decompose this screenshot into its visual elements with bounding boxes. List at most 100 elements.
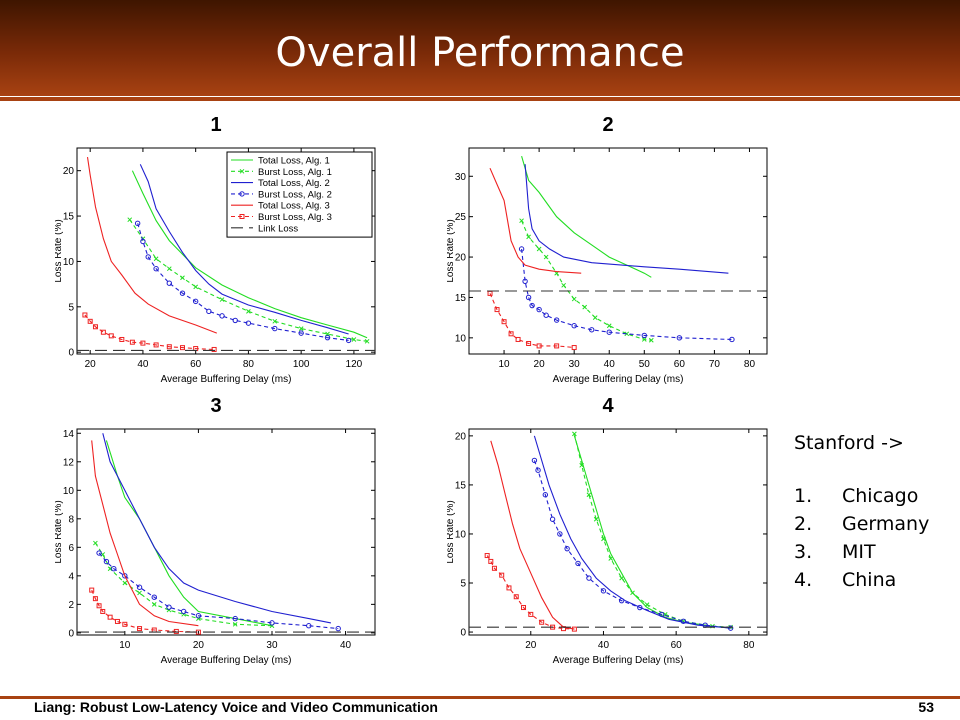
data-point [108, 333, 114, 339]
data-point [630, 590, 635, 596]
list-number: 3. [794, 541, 813, 563]
data-point [506, 585, 512, 591]
chart-svg: 10 20 30 40 50 60 70 80 10 15 20 25 30 Average Buffer… [447, 147, 768, 385]
data-point [245, 320, 252, 326]
legend-marker [239, 191, 245, 197]
data-point [648, 337, 654, 343]
data-point [571, 626, 577, 632]
data-point [521, 605, 527, 611]
data-point [195, 613, 202, 619]
data-point [575, 560, 581, 567]
data-point [494, 307, 500, 313]
data-point [96, 550, 102, 556]
chart-china: 20 40 60 80 0 5 10 15 20 Average Buffering Delay … [447, 423, 775, 669]
y-tick-label: 8 [68, 514, 74, 525]
chart-svg: 20 40 60 80 100 120 0 5 10 15 20 Average Buffering … [55, 147, 376, 385]
y-axis-label: Loss Rate (%) [55, 500, 64, 563]
x-tick-label: 80 [243, 359, 255, 370]
data-point [549, 516, 556, 522]
series-line [521, 155, 652, 278]
data-point [658, 611, 665, 618]
data-point [96, 603, 102, 609]
series-line [102, 433, 332, 624]
panel-number-1: 1 [210, 114, 222, 136]
y-tick-label: 10 [63, 257, 75, 268]
data-point [179, 345, 185, 351]
data-point [522, 278, 528, 284]
data-point [529, 302, 535, 309]
data-point [92, 596, 98, 602]
data-point [619, 575, 624, 581]
data-point [153, 256, 159, 262]
data-point [608, 556, 614, 561]
data-point [727, 625, 734, 631]
data-point [536, 306, 542, 313]
x-tick-label: 70 [709, 359, 721, 370]
y-tick-label: 10 [455, 529, 467, 540]
series-line [489, 167, 582, 274]
legend-label: Burst Loss, Alg. 2 [258, 189, 332, 200]
data-point [525, 294, 532, 301]
data-point [641, 337, 647, 342]
data-point [272, 325, 278, 332]
data-point [586, 575, 592, 581]
data-point [644, 602, 650, 607]
data-point [542, 492, 549, 498]
title-bar [0, 0, 960, 96]
y-tick-label: 10 [63, 486, 75, 497]
x-tick-label: 80 [744, 359, 756, 370]
legend-marker [239, 168, 245, 174]
chart-germany: 10 20 30 40 50 60 70 80 10 15 20 25 30 Average Buffer… [447, 142, 775, 388]
data-point [140, 340, 146, 346]
series-line [137, 223, 349, 341]
data-point [535, 467, 541, 473]
data-point [153, 342, 159, 348]
data-point [166, 604, 172, 610]
data-point [89, 587, 95, 593]
data-point [179, 290, 186, 296]
data-point [572, 431, 577, 437]
series-line [533, 460, 731, 629]
data-point [526, 340, 532, 346]
y-tick-label: 15 [455, 293, 467, 304]
data-point [601, 536, 606, 542]
data-point [151, 594, 157, 600]
data-point [624, 331, 630, 337]
data-point [560, 626, 566, 632]
x-tick-label: 40 [137, 359, 149, 370]
data-point [561, 282, 567, 288]
data-point [571, 296, 577, 302]
data-point [166, 280, 173, 286]
data-point [140, 238, 146, 245]
x-tick-label: 60 [190, 359, 202, 370]
data-point [134, 220, 141, 227]
series-line [524, 164, 729, 274]
data-point [515, 336, 521, 342]
data-point [543, 312, 549, 318]
series-line [84, 314, 215, 351]
list-item: 4. China [794, 566, 929, 594]
title-divider [0, 97, 960, 101]
plot-frame [468, 147, 768, 355]
panel-number-4: 4 [602, 395, 614, 417]
data-point [151, 601, 157, 607]
data-point [593, 516, 599, 522]
data-point [729, 336, 735, 343]
y-tick-label: 14 [63, 429, 75, 440]
x-axis-label: Average Buffering Delay (ms) [553, 655, 684, 666]
data-point [536, 246, 542, 252]
data-point [92, 324, 98, 330]
y-axis-label: Loss Rate (%) [447, 219, 456, 282]
data-point [111, 566, 117, 572]
x-tick-label: 10 [119, 640, 131, 651]
data-point [129, 339, 135, 345]
data-point [122, 621, 128, 627]
data-point [579, 462, 585, 468]
y-tick-label: 6 [68, 543, 74, 554]
data-point [298, 330, 304, 336]
list-item: 3. MIT [794, 538, 929, 566]
data-point [536, 343, 542, 349]
destination-list: 1. Chicago 2. Germany 3. MIT 4. China [794, 482, 929, 594]
data-point [193, 284, 199, 290]
legend-label: Link Loss [258, 223, 298, 234]
